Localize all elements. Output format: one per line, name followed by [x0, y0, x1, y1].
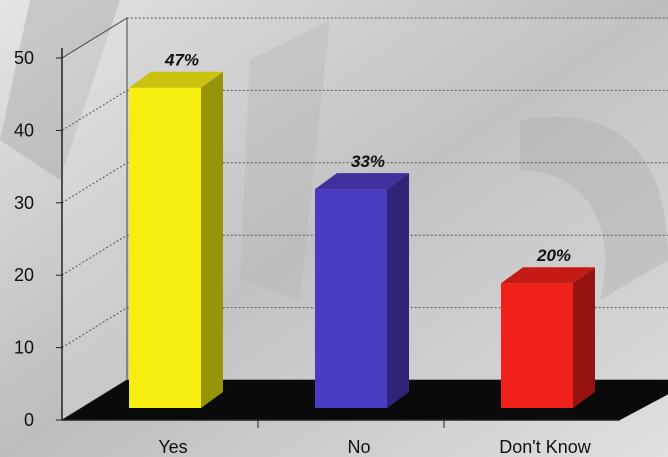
- data-label: 47%: [164, 51, 199, 70]
- y-tick-label: 10: [14, 338, 34, 358]
- bar-yes: [129, 71, 223, 408]
- axis-layer: 0 10 20 30 40 50: [14, 48, 620, 430]
- y-tick-label: 0: [24, 410, 34, 430]
- data-label: 33%: [351, 152, 385, 171]
- y-tick-label: 20: [14, 265, 34, 285]
- bar-top: [129, 71, 223, 88]
- bar-side: [201, 71, 223, 408]
- x-category-label: Don't Know: [499, 437, 591, 457]
- y-tick-label: 30: [14, 193, 34, 213]
- bar-no: [315, 173, 409, 408]
- bar-side: [573, 267, 595, 408]
- gridline: [61, 17, 668, 59]
- bar-front: [501, 283, 573, 408]
- y-tick-label: 40: [14, 120, 34, 140]
- gridline: [61, 307, 668, 349]
- side-wall: [61, 17, 128, 421]
- bar-side: [387, 173, 409, 408]
- bars-layer: [129, 71, 595, 408]
- x-category-label: No: [347, 437, 370, 457]
- x-category-label: Yes: [158, 437, 187, 457]
- bar-front: [129, 87, 201, 408]
- data-label: 20%: [536, 246, 571, 265]
- bar-front: [315, 189, 387, 408]
- bar-top: [501, 267, 595, 284]
- labels-layer: 47% Yes 33% No 20% Don't Know: [158, 51, 591, 457]
- gridline: [61, 89, 668, 131]
- gridline: [61, 162, 668, 204]
- bar-top: [315, 173, 409, 190]
- y-tick-label: 50: [14, 48, 34, 68]
- gridline: [61, 234, 668, 276]
- bar-don-t-know: [501, 267, 595, 408]
